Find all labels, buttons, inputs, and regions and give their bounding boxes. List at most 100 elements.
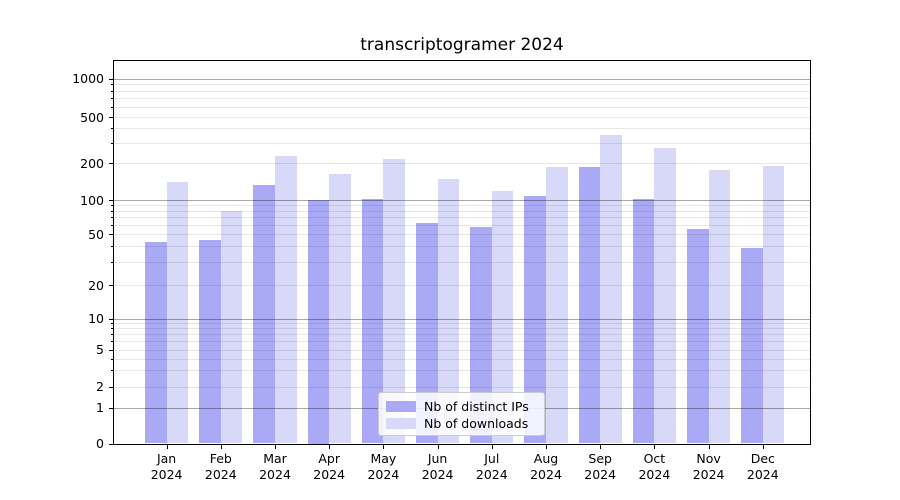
- y-axis-tick: [109, 285, 113, 286]
- gridline-minor: [114, 323, 810, 325]
- gridline-minor: [114, 210, 810, 212]
- gridline-minor: [114, 128, 810, 130]
- y-axis-minor-tick: [111, 91, 113, 92]
- x-axis-tick: [438, 445, 439, 449]
- y-axis-minor-tick: [111, 359, 113, 360]
- x-axis-tick: [492, 445, 493, 449]
- y-axis-tick: [109, 444, 113, 445]
- y-axis-tick-label: 20: [88, 277, 104, 293]
- y-axis-tick-label: 10: [88, 311, 104, 326]
- y-axis-tick-label: 5: [96, 342, 104, 357]
- chart-title: transcriptogramer 2024: [360, 35, 564, 55]
- y-axis-tick-label: 100: [80, 192, 104, 208]
- legend-swatch-distinct-ips: [386, 401, 416, 412]
- plot-spine: [113, 60, 811, 61]
- y-axis-minor-tick: [111, 211, 113, 212]
- gridline-minor: [114, 349, 810, 351]
- y-axis-tick: [109, 200, 113, 201]
- gridline-major: [114, 318, 810, 320]
- gridline-minor: [114, 205, 810, 207]
- x-axis-tick-label-sep: Sep 2024: [584, 451, 617, 482]
- y-axis-tick: [109, 79, 113, 80]
- gridline-minor: [114, 262, 810, 264]
- bar-ips-sep: [578, 167, 601, 444]
- x-axis-tick: [221, 445, 222, 449]
- y-axis-minor-tick: [111, 128, 113, 129]
- x-axis-tick: [546, 445, 547, 449]
- gridline-minor: [114, 142, 810, 144]
- bar-ips-jan: [144, 242, 167, 444]
- plot-spine: [113, 60, 114, 445]
- y-axis-minor-tick: [111, 323, 113, 324]
- y-axis-tick: [109, 408, 113, 409]
- y-axis-minor-tick: [111, 262, 113, 263]
- gridline-minor: [114, 117, 810, 118]
- gridline-minor: [114, 386, 810, 388]
- plot-area: [114, 61, 810, 444]
- x-axis-tick: [600, 445, 601, 449]
- y-axis-tick-label: 1: [96, 400, 104, 416]
- plot-spine: [113, 444, 811, 445]
- x-axis-tick-label-aug: Aug 2024: [530, 451, 562, 482]
- bar-downloads-nov: [708, 169, 731, 444]
- y-axis-minor-tick: [111, 246, 113, 247]
- x-axis-tick: [763, 445, 764, 449]
- gridline-minor: [114, 370, 810, 372]
- y-axis-minor-tick: [111, 205, 113, 206]
- x-axis-tick: [167, 445, 168, 449]
- bar-ips-oct: [632, 199, 655, 444]
- x-axis-tick-label-nov: Nov 2024: [692, 451, 725, 482]
- bar-ips-nov: [686, 229, 709, 444]
- x-axis-tick: [329, 445, 330, 449]
- y-axis-minor-tick: [111, 217, 113, 218]
- legend-row-downloads: Nb of downloads: [386, 415, 537, 432]
- y-axis-minor-tick: [111, 84, 113, 85]
- legend-swatch-downloads: [386, 418, 416, 429]
- bar-ips-may: [361, 198, 384, 444]
- x-axis-tick-label-dec: Dec 2024: [746, 451, 779, 482]
- gridline-minor: [114, 358, 810, 360]
- gridline-minor: [114, 84, 810, 86]
- gridline-major: [114, 200, 810, 201]
- gridline-minor: [114, 246, 810, 248]
- gridline-minor: [114, 98, 810, 100]
- gridline-minor: [114, 106, 810, 108]
- legend: Nb of distinct IPs Nb of downloads: [378, 392, 545, 436]
- legend-label-distinct-ips: Nb of distinct IPs: [424, 399, 529, 414]
- gridline-minor: [114, 285, 810, 286]
- x-axis-tick-label-jan: Jan 2024: [150, 451, 183, 482]
- y-axis-minor-tick: [111, 328, 113, 329]
- x-axis-tick: [383, 445, 384, 449]
- bar-downloads-may: [383, 158, 406, 444]
- legend-row-distinct-ips: Nb of distinct IPs: [386, 398, 537, 415]
- bar-downloads-oct: [654, 147, 677, 444]
- y-axis-tick-label: 2: [96, 379, 104, 395]
- gridline-minor: [114, 334, 810, 336]
- x-axis-tick-label-mar: Mar 2024: [259, 451, 291, 482]
- x-axis-tick: [275, 445, 276, 449]
- bar-ips-feb: [199, 239, 221, 444]
- x-axis-tick-label-jun: Jun 2024: [421, 451, 454, 482]
- y-axis-tick-label: 50: [88, 226, 104, 242]
- bar-downloads-mar: [275, 155, 297, 444]
- y-axis-minor-tick: [111, 370, 113, 371]
- bar-downloads-jul: [491, 191, 514, 444]
- bar-ips-dec: [741, 247, 763, 444]
- x-axis-tick-label-feb: Feb 2024: [204, 451, 237, 482]
- gridline-minor: [114, 328, 810, 330]
- y-axis-minor-tick: [111, 225, 113, 226]
- bar-ips-apr: [307, 200, 330, 444]
- x-axis-tick-label-oct: Oct 2024: [638, 451, 671, 482]
- gridline-minor: [114, 90, 810, 92]
- gridline-minor: [114, 341, 810, 343]
- gridline-minor: [114, 225, 810, 227]
- y-axis-tick: [109, 350, 113, 351]
- x-axis-tick-label-may: May 2024: [367, 451, 400, 482]
- plot-spine: [810, 60, 811, 445]
- bar-ips-jul: [470, 226, 492, 444]
- gridline-minor: [114, 163, 810, 164]
- y-axis-tick-label: 500: [80, 109, 104, 125]
- bar-downloads-apr: [329, 173, 351, 444]
- y-axis-tick: [109, 319, 113, 320]
